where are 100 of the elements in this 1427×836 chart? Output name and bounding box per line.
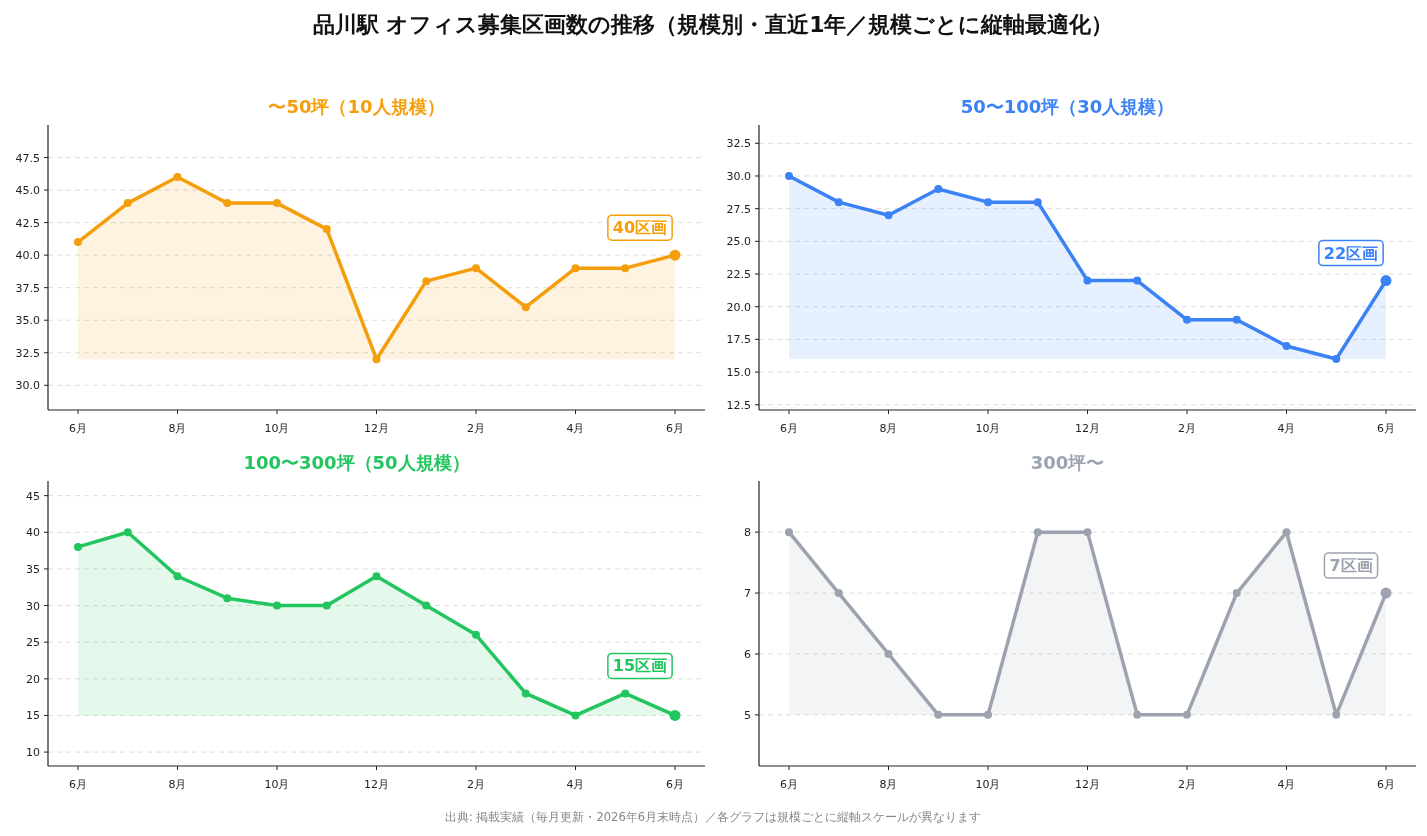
y-tick-label: 40.0 [15, 249, 40, 263]
x-tick-label: 6月 [69, 778, 87, 791]
y-tick-label: 15.0 [726, 366, 751, 380]
x-tick-label: 8月 [879, 422, 898, 435]
text: 品川駅 オフィス募集区画数の推移（規模別・直近1年／規模ごとに縦軸最適化） [312, 12, 1114, 37]
y-tick-label: 45 [26, 489, 40, 503]
point [1133, 710, 1142, 719]
annotation: 40区画 [612, 218, 668, 238]
point [1133, 276, 1142, 285]
point [422, 277, 431, 286]
x-tick-label: 2月 [1178, 778, 1196, 791]
point [834, 589, 843, 598]
x-tick-label: 10月 [264, 778, 290, 791]
point [74, 238, 82, 247]
x-tick-label: 2月 [467, 422, 485, 435]
y-tick-label: 15 [26, 709, 40, 723]
x-tick-label: 4月 [1277, 778, 1296, 791]
annotation: 22区画 [1323, 243, 1379, 263]
point [273, 601, 281, 610]
point [1033, 528, 1042, 537]
x-tick-label: 10月 [264, 422, 290, 435]
point [1282, 341, 1291, 350]
point [322, 225, 331, 234]
y-tick-label: 37.5 [15, 281, 40, 295]
point [1332, 710, 1341, 719]
point [123, 199, 132, 208]
y-tick-label: 22.5 [726, 268, 751, 282]
x-tick-label: 10月 [975, 778, 1001, 791]
y-tick-label: 5 [744, 708, 751, 722]
y-tick-label: 10 [26, 746, 40, 760]
x-tick-label: 12月 [364, 778, 389, 791]
y-tick-label: 20 [26, 672, 40, 686]
annotation: 7区画 [1329, 556, 1373, 576]
chart-title: 〜50坪（10人規模） [268, 96, 445, 117]
point [1232, 589, 1241, 598]
point [173, 572, 182, 581]
y-tick-label: 35 [26, 562, 40, 576]
y-tick-label: 40 [26, 526, 40, 540]
x-tick-label: 2月 [1178, 422, 1196, 435]
x-tick-label: 8月 [168, 422, 187, 435]
y-tick-label: 47.5 [15, 151, 40, 165]
point [521, 689, 530, 698]
x-tick-label: 10月 [975, 422, 1001, 435]
point [74, 542, 82, 551]
point [934, 710, 943, 719]
x-tick-label: 12月 [364, 422, 389, 435]
x-tick-label: 6月 [1377, 778, 1395, 791]
y-tick-label: 12.5 [726, 398, 751, 412]
chart-title: 50〜100坪（30人規模） [960, 96, 1175, 117]
point [472, 264, 480, 273]
y-tick-label: 30.0 [15, 379, 40, 393]
point [472, 630, 480, 639]
source-note: 出典: 掲載実績（毎月更新・2026年6月末時点）／各グラフは規模ごとに縦軸スケールが異なります [444, 810, 982, 824]
point [884, 649, 893, 658]
x-tick-label: 6月 [666, 778, 684, 791]
point [1033, 198, 1042, 207]
x-tick-label: 4月 [1277, 422, 1296, 435]
y-tick-label: 30 [26, 599, 40, 613]
point [123, 528, 132, 537]
point [785, 528, 793, 537]
point [372, 355, 381, 364]
chart-title: 300坪〜 [1030, 452, 1105, 473]
x-tick-label: 12月 [1075, 778, 1100, 791]
chart-title: 100〜300坪（50人規模） [243, 452, 470, 473]
point [785, 171, 793, 180]
y-tick-label: 6 [744, 647, 751, 661]
point [571, 264, 580, 273]
point [834, 198, 843, 207]
y-tick-label: 32.5 [15, 346, 40, 360]
y-tick-label: 35.0 [15, 314, 40, 328]
y-tick-label: 20.0 [726, 300, 751, 314]
annotation: 15区画 [612, 656, 668, 676]
point [521, 303, 530, 312]
point [1083, 276, 1092, 285]
y-tick-label: 45.0 [15, 184, 40, 198]
y-tick-label: 7 [744, 587, 751, 601]
y-tick-label: 8 [744, 526, 751, 540]
x-tick-label: 4月 [566, 422, 585, 435]
y-tick-label: 25.0 [726, 235, 751, 249]
point [223, 594, 232, 603]
point [1183, 315, 1191, 324]
y-tick-label: 17.5 [726, 333, 751, 347]
point [571, 711, 580, 720]
y-tick-label: 30.0 [726, 169, 751, 183]
point [1083, 528, 1092, 537]
x-tick-label: 6月 [1377, 422, 1395, 435]
x-tick-label: 4月 [566, 778, 585, 791]
point [372, 572, 381, 581]
point [322, 601, 331, 610]
y-tick-label: 25 [26, 636, 40, 650]
point [1232, 315, 1241, 324]
x-tick-label: 8月 [879, 778, 898, 791]
y-tick-label: 42.5 [15, 216, 40, 230]
point [1332, 355, 1341, 364]
x-tick-label: 8月 [168, 778, 187, 791]
point [984, 710, 992, 719]
point [1282, 528, 1291, 537]
x-tick-label: 6月 [780, 422, 798, 435]
x-tick-label: 6月 [666, 422, 684, 435]
point [934, 185, 943, 194]
